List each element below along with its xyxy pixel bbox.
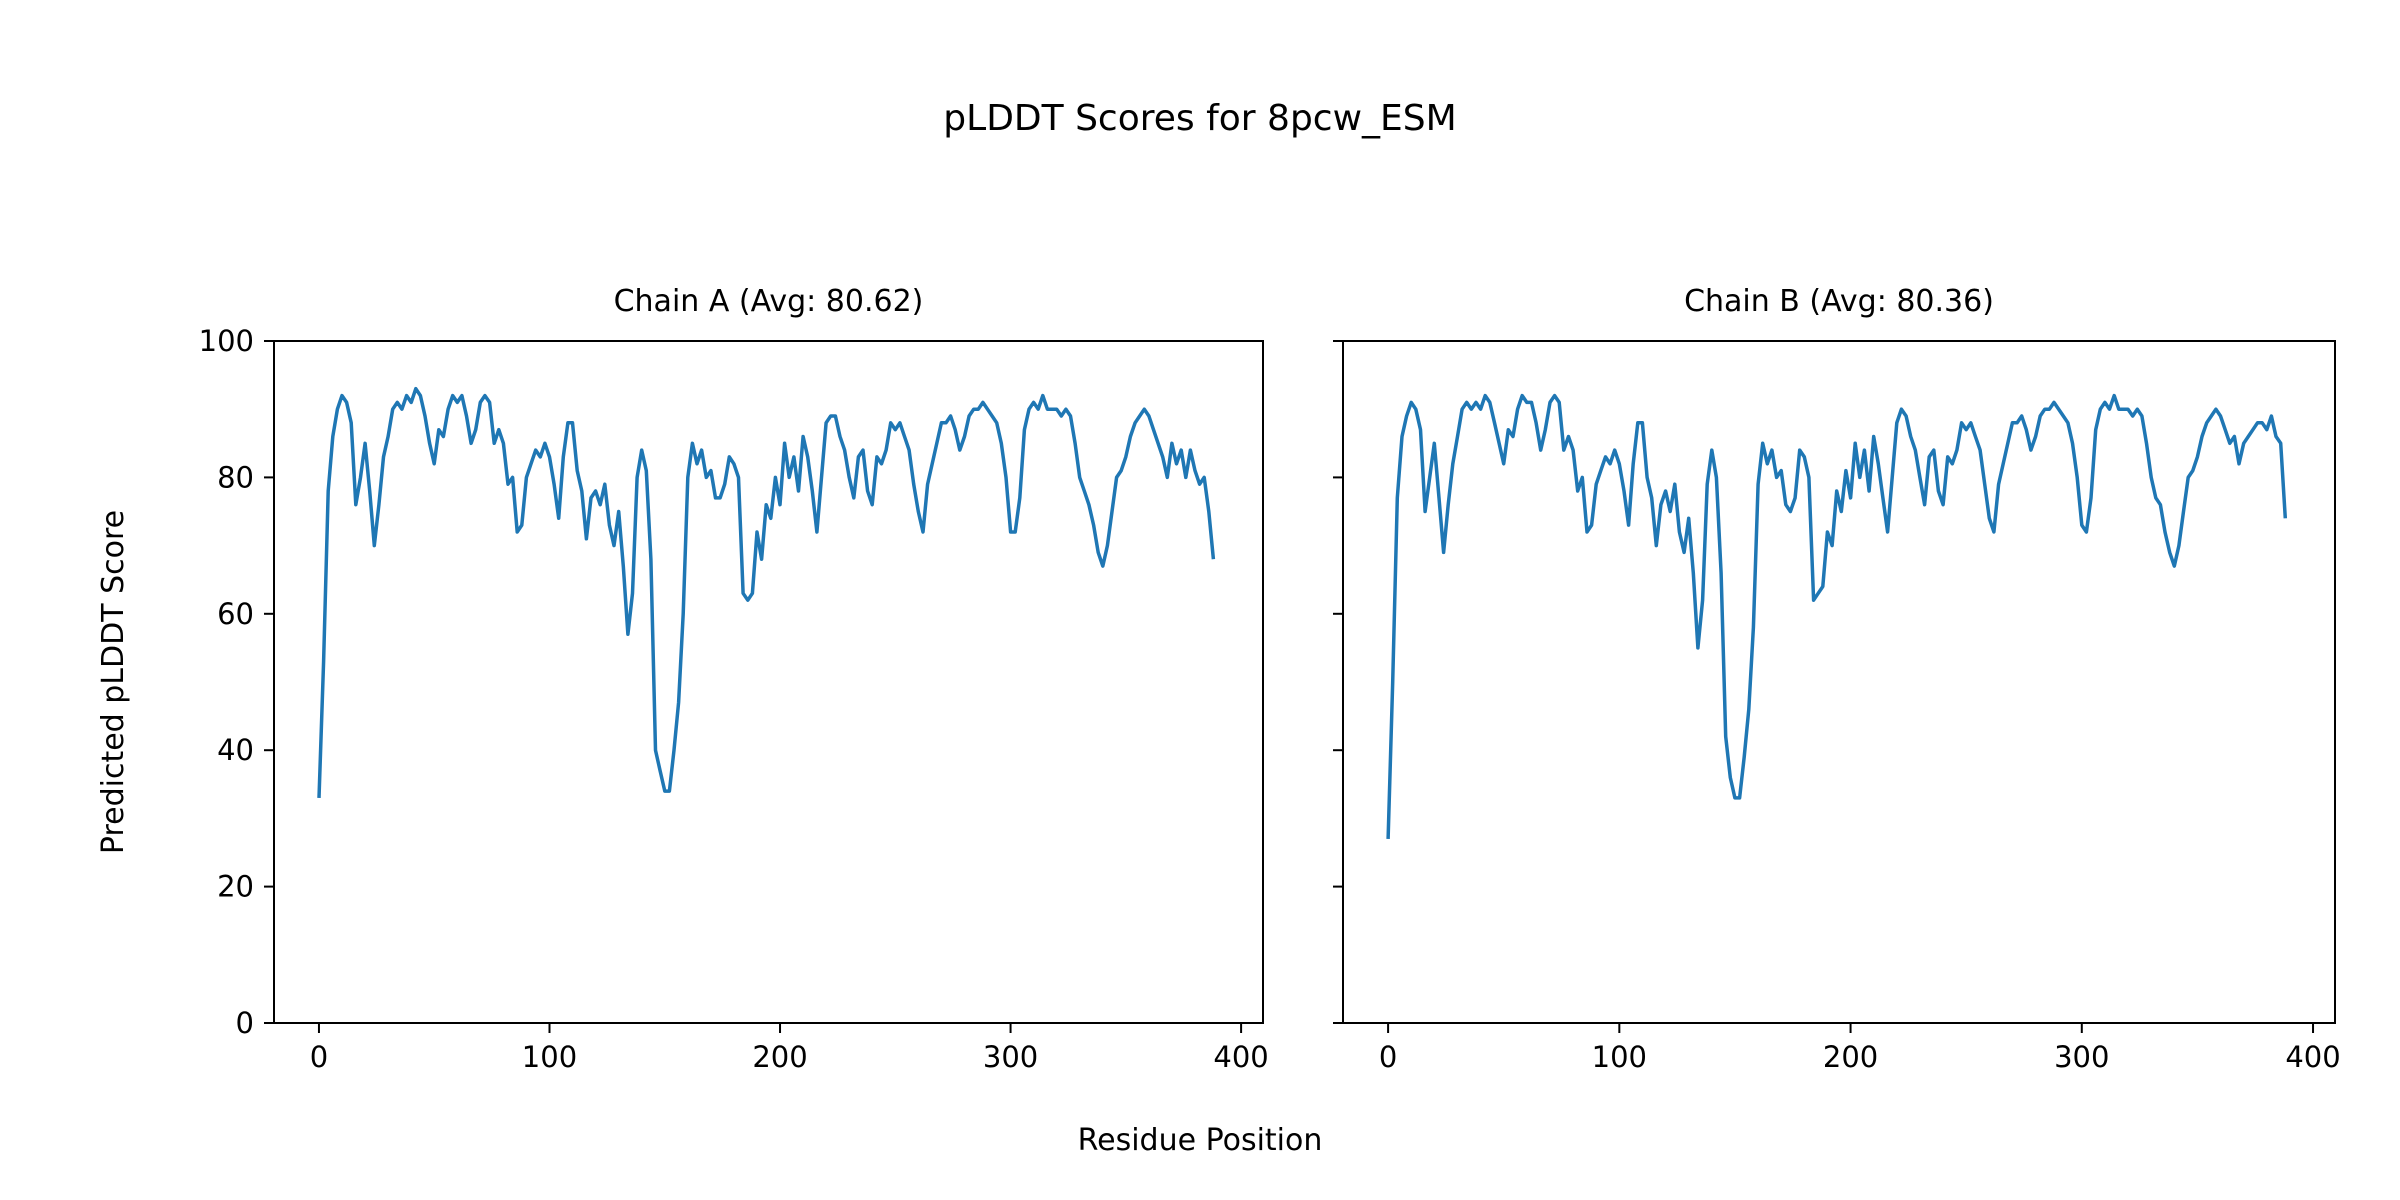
axes-frame	[273, 340, 1264, 1024]
x-tick-label: 400	[1213, 1040, 1268, 1074]
x-tick-label: 100	[1592, 1040, 1647, 1074]
y-tick-label: 100	[199, 324, 254, 358]
x-tick-label: 300	[2054, 1040, 2109, 1074]
y-tick-label: 20	[217, 870, 254, 904]
y-tick-label: 80	[217, 460, 254, 494]
x-tick-label: 0	[1379, 1040, 1397, 1074]
x-tick-label: 0	[310, 1040, 328, 1074]
x-tick-label: 400	[2285, 1040, 2340, 1074]
x-tick-label: 200	[752, 1040, 807, 1074]
y-tick-label: 60	[217, 597, 254, 631]
plddt-line	[317, 386, 1216, 798]
panel-chain-b: Chain B (Avg: 80.36) 0 100 200 300 400	[1333, 284, 2341, 1074]
x-axis-label: Residue Position	[1078, 1123, 1323, 1158]
y-tick-label: 40	[217, 733, 254, 767]
y-axis-label: Predicted pLDDT Score	[96, 510, 131, 854]
panel-chain-a: Chain A (Avg: 80.62) 0 100 200 300 400 0 20 40 60…	[199, 284, 1269, 1074]
x-tick-label: 300	[983, 1040, 1038, 1074]
x-tick-label: 200	[1823, 1040, 1878, 1074]
plddt-line	[1386, 393, 2288, 839]
x-tick-label: 100	[522, 1040, 577, 1074]
panel-title: Chain B (Avg: 80.36)	[1684, 284, 1994, 319]
y-tick-label: 0	[236, 1006, 254, 1040]
panel-title: Chain A (Avg: 80.62)	[614, 284, 924, 319]
figure-title: pLDDT Scores for 8pcw_ESM	[943, 98, 1456, 139]
axes-frame	[1342, 340, 2336, 1024]
